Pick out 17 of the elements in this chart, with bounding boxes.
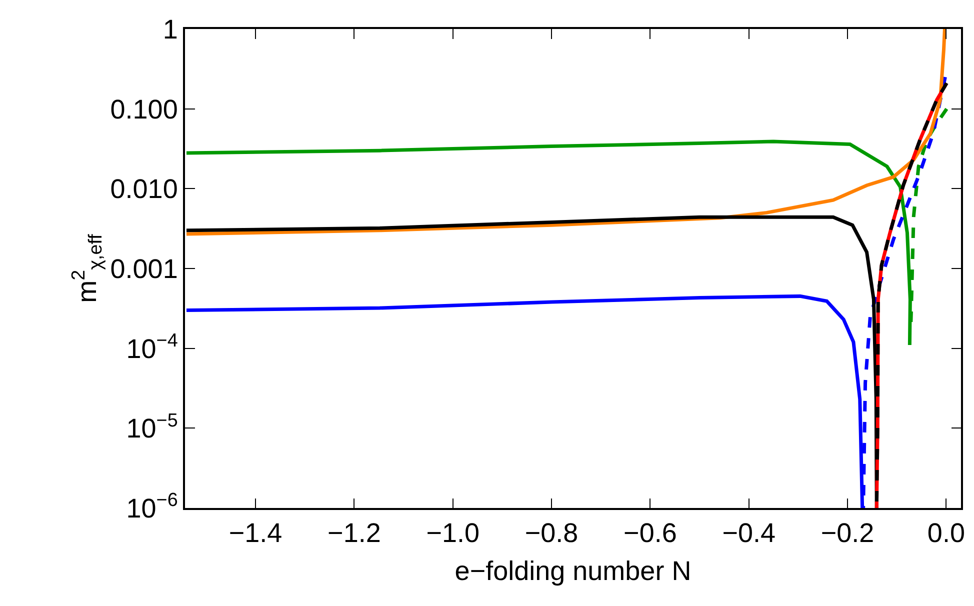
y-tick-label: 10$^{−5}$	[126, 410, 178, 444]
x-tick-label: −1.4	[228, 518, 282, 548]
x-tick-label: −0.6	[624, 518, 677, 548]
x-tick-label: −0.2	[820, 518, 874, 548]
line-series	[185, 29, 946, 236]
y-tick-label: 0.100	[110, 94, 178, 124]
x-tick-label: 0.0	[927, 518, 965, 548]
y-tick-label: 0.010	[110, 174, 178, 204]
x-axis-title: e−folding number N	[454, 556, 692, 586]
y-tick-label: 0.001	[110, 254, 178, 284]
x-tick-label: −0.8	[524, 518, 578, 548]
x-tick-label: −1.0	[426, 518, 480, 548]
y-tick-label: 10$^{−6}$	[126, 490, 178, 524]
x-tick-label: −1.2	[328, 518, 381, 548]
y-tick-label: 1	[162, 14, 178, 44]
y-tick-label: 10$^{−4}$	[126, 330, 178, 364]
x-tick-label: −0.4	[722, 518, 776, 548]
